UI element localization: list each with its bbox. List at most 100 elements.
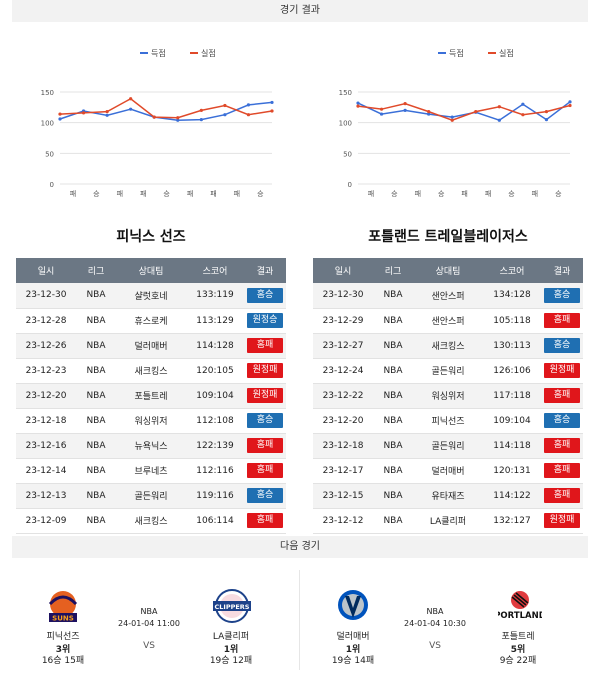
cell-score: 109:104 bbox=[186, 383, 244, 409]
cell-date: 23-12-26 bbox=[16, 333, 76, 359]
table-row: 23-12-23 NBA 새크킹스 120:105 원정패 bbox=[16, 358, 286, 384]
cell-result: 홈승 bbox=[244, 408, 286, 434]
cell-opp: 브루네츠 bbox=[116, 458, 186, 484]
data-point bbox=[199, 108, 203, 112]
cell-league: NBA bbox=[373, 358, 413, 384]
next-team-record: 19승 12패 bbox=[209, 656, 253, 666]
table-row: 23-12-24 NBA 골든워리 126:106 원정패 bbox=[313, 358, 583, 384]
next-team-name: 포틀트레 bbox=[501, 632, 535, 642]
data-point bbox=[176, 116, 180, 120]
x-tick-label: 승 bbox=[508, 190, 515, 198]
data-point bbox=[246, 113, 251, 117]
column-header: 일시 bbox=[313, 258, 373, 283]
data-point bbox=[81, 111, 86, 115]
column-header: 리그 bbox=[373, 258, 413, 283]
result-badge: 홈승 bbox=[544, 287, 580, 303]
x-tick-label: 승 bbox=[93, 190, 100, 198]
x-tick-label: 승 bbox=[391, 190, 398, 198]
data-point bbox=[568, 100, 572, 104]
result-badge: 원정패 bbox=[247, 363, 283, 378]
y-tick-label: 0 bbox=[348, 181, 352, 189]
x-tick-label: 승 bbox=[257, 190, 264, 198]
result-badge: 홈패 bbox=[544, 388, 580, 403]
portland-logo-icon: PORTLAND bbox=[498, 591, 542, 621]
column-header: 결과 bbox=[244, 258, 286, 283]
games-table-portland: 일시 리그 상대팀 스코어 결과 23-12-30 NBA 샌안스퍼 134:128 홈승 23-1… bbox=[313, 258, 583, 534]
cell-league: NBA bbox=[76, 508, 116, 534]
data-point bbox=[544, 110, 549, 114]
cell-opp: 워싱위저 bbox=[413, 383, 483, 409]
cell-result: 홈패 bbox=[244, 458, 286, 484]
cell-result: 홈패 bbox=[541, 483, 583, 509]
cell-opp: 피닉선즈 bbox=[413, 408, 483, 434]
cell-opp: 워싱위저 bbox=[116, 408, 186, 434]
data-point bbox=[403, 108, 407, 112]
series-line bbox=[357, 102, 571, 122]
cell-score: 119:116 bbox=[186, 483, 244, 509]
cell-date: 23-12-23 bbox=[16, 358, 76, 384]
result-badge: 홈패 bbox=[544, 488, 580, 503]
result-badge: 홈패 bbox=[247, 513, 283, 528]
cell-date: 23-12-18 bbox=[313, 433, 373, 459]
cell-opp: 덜러매버 bbox=[413, 458, 483, 484]
data-point bbox=[403, 102, 407, 106]
data-point bbox=[152, 115, 156, 119]
cell-league: NBA bbox=[76, 408, 116, 434]
games-table-phoenix: 일시 리그 상대팀 스코어 결과 23-12-30 NBA 샬럿호네 133:119 홈승 23-1… bbox=[16, 258, 286, 534]
cell-result: 원정패 bbox=[541, 358, 583, 384]
svg-text:PORTLAND: PORTLAND bbox=[498, 611, 542, 621]
series-line bbox=[357, 101, 571, 122]
suns-logo-icon: SUNS bbox=[48, 591, 78, 623]
chart-phoenix: 득점 실점 0 50 100 150 패 승 패 패 승 패 패 패 승 bbox=[41, 48, 274, 198]
x-tick-label: 패 bbox=[461, 189, 467, 198]
data-point bbox=[356, 104, 360, 108]
result-badge: 홈패 bbox=[544, 438, 580, 453]
legend-label: 득점 bbox=[151, 48, 166, 58]
result-badge: 원정패 bbox=[544, 513, 580, 528]
x-tick-label: 패 bbox=[368, 189, 374, 198]
data-point bbox=[450, 115, 454, 119]
data-point bbox=[427, 112, 431, 116]
column-header: 일시 bbox=[16, 258, 76, 283]
data-point bbox=[474, 110, 478, 114]
cell-date: 23-12-24 bbox=[313, 358, 373, 384]
cell-league: NBA bbox=[373, 333, 413, 359]
cell-opp: 새크킹스 bbox=[413, 333, 483, 359]
x-tick-label: 패 bbox=[70, 189, 76, 198]
result-badge: 홈승 bbox=[544, 413, 580, 428]
table-row: 23-12-14 NBA 브루네츠 112:116 홈패 bbox=[16, 458, 286, 484]
results-header: 경기 결과 bbox=[12, 0, 588, 22]
y-tick-label: 100 bbox=[41, 120, 54, 128]
cell-date: 23-12-20 bbox=[313, 408, 373, 434]
cell-league: NBA bbox=[76, 433, 116, 459]
result-badge: 홈승 bbox=[544, 338, 580, 353]
next-team-record: 19승 14패 bbox=[331, 656, 375, 666]
cell-league: NBA bbox=[76, 308, 116, 334]
cell-result: 홈패 bbox=[244, 333, 286, 359]
team-title-phoenix: 피닉스 선즈 bbox=[116, 229, 186, 245]
data-point bbox=[544, 118, 549, 122]
cell-date: 23-12-20 bbox=[16, 383, 76, 409]
result-badge: 홈승 bbox=[247, 488, 283, 503]
cell-score: 105:118 bbox=[483, 308, 541, 334]
next-team-rank: 5위 bbox=[510, 645, 526, 655]
cell-result: 홈패 bbox=[244, 508, 286, 534]
data-point bbox=[223, 113, 227, 117]
cell-date: 23-12-16 bbox=[16, 433, 76, 459]
next-team-record: 16승 15패 bbox=[41, 656, 85, 666]
data-point bbox=[270, 109, 274, 113]
data-point bbox=[58, 112, 62, 116]
column-header: 상대팀 bbox=[116, 258, 186, 283]
legend-label: 실점 bbox=[499, 48, 514, 58]
table-row: 23-12-09 NBA 새크킹스 106:114 홈패 bbox=[16, 508, 286, 534]
table-row: 23-12-27 NBA 새크킹스 130:113 홈승 bbox=[313, 333, 583, 359]
cell-result: 홈승 bbox=[541, 283, 583, 309]
x-tick-label: 승 bbox=[163, 190, 170, 198]
x-tick-label: 승 bbox=[555, 190, 562, 198]
column-header: 리그 bbox=[76, 258, 116, 283]
x-tick-label: 패 bbox=[415, 189, 421, 198]
result-badge: 홈패 bbox=[247, 463, 283, 478]
cell-score: 122:139 bbox=[186, 433, 244, 459]
data-point bbox=[521, 102, 525, 106]
table-row: 23-12-30 NBA 샬럿호네 133:119 홈승 bbox=[16, 283, 286, 309]
